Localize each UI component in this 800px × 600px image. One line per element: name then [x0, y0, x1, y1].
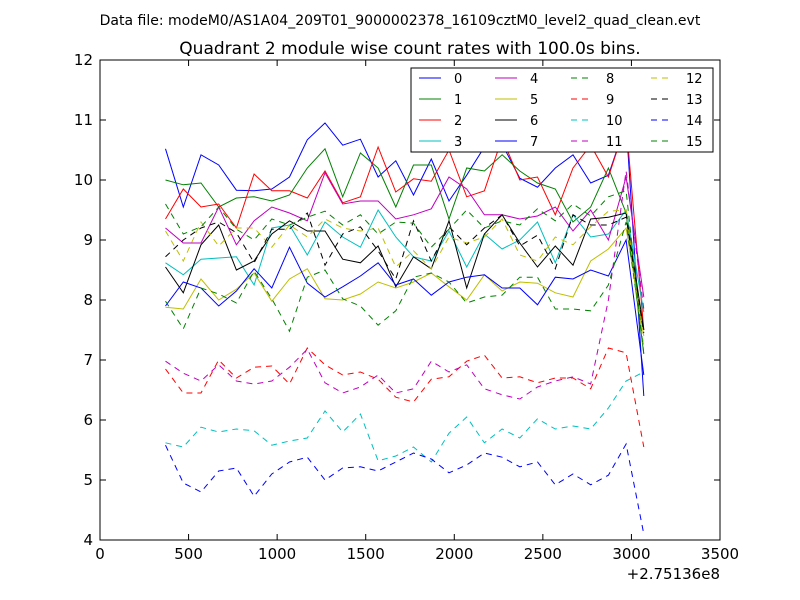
- legend-label-6: 6: [530, 114, 538, 129]
- y-tick-label: 11: [74, 111, 93, 129]
- x-tick-label: 2500: [524, 545, 562, 563]
- x-tick-label: 3000: [612, 545, 650, 563]
- legend-label-9: 9: [606, 93, 614, 108]
- legend-label-5: 5: [530, 93, 538, 108]
- series-line-3: [165, 208, 645, 313]
- legend-label-2: 2: [454, 114, 462, 129]
- legend-label-11: 11: [606, 135, 623, 150]
- series-line-9: [165, 347, 645, 448]
- legend-label-14: 14: [686, 114, 703, 129]
- x-offset-label: +2.75136e8: [627, 565, 720, 583]
- y-tick-label: 4: [83, 531, 93, 549]
- legend-label-12: 12: [686, 72, 703, 87]
- legend-label-7: 7: [530, 135, 538, 150]
- series-line-2: [165, 122, 645, 331]
- series-line-4: [165, 171, 645, 298]
- legend-label-8: 8: [606, 72, 614, 87]
- chart-title: Quadrant 2 module wise count rates with …: [179, 39, 640, 59]
- figure-suptitle: Data file: modeM0/AS1A04_209T01_90000023…: [100, 13, 701, 29]
- y-tick-label: 5: [83, 471, 93, 489]
- series-line-14: [165, 442, 645, 535]
- y-tick-label: 12: [74, 51, 93, 69]
- y-tick-label: 9: [83, 231, 93, 249]
- series-line-15: [165, 190, 645, 355]
- legend-label-13: 13: [686, 93, 703, 108]
- legend-label-10: 10: [606, 114, 623, 129]
- y-tick-label: 6: [83, 411, 93, 429]
- series-line-6: [165, 212, 645, 331]
- series-line-8: [165, 221, 645, 349]
- legend-frame: [410, 67, 714, 153]
- series-line-10: [165, 371, 645, 463]
- plot-frame: [99, 59, 721, 541]
- series-line-5: [165, 226, 645, 337]
- legend-label-1: 1: [454, 93, 462, 108]
- series-line-13: [165, 212, 645, 334]
- x-tick-label: 0: [95, 545, 105, 563]
- y-tick-label: 8: [83, 291, 93, 309]
- x-tick-label: 500: [174, 545, 203, 563]
- legend-label-0: 0: [454, 72, 462, 87]
- x-tick-label: 2000: [435, 545, 473, 563]
- x-tick-label: 1000: [258, 545, 296, 563]
- series-line-12: [165, 209, 645, 349]
- series-layer: [165, 122, 645, 535]
- y-tick-label: 7: [83, 351, 93, 369]
- y-tick-label: 10: [74, 171, 93, 189]
- x-tick-label: 3500: [701, 545, 739, 563]
- legend-label-4: 4: [530, 72, 538, 87]
- legend-label-15: 15: [686, 135, 703, 150]
- legend-label-3: 3: [454, 135, 462, 150]
- series-line-7: [165, 238, 645, 376]
- x-tick-label: 1500: [347, 545, 385, 563]
- series-line-0: [165, 122, 645, 397]
